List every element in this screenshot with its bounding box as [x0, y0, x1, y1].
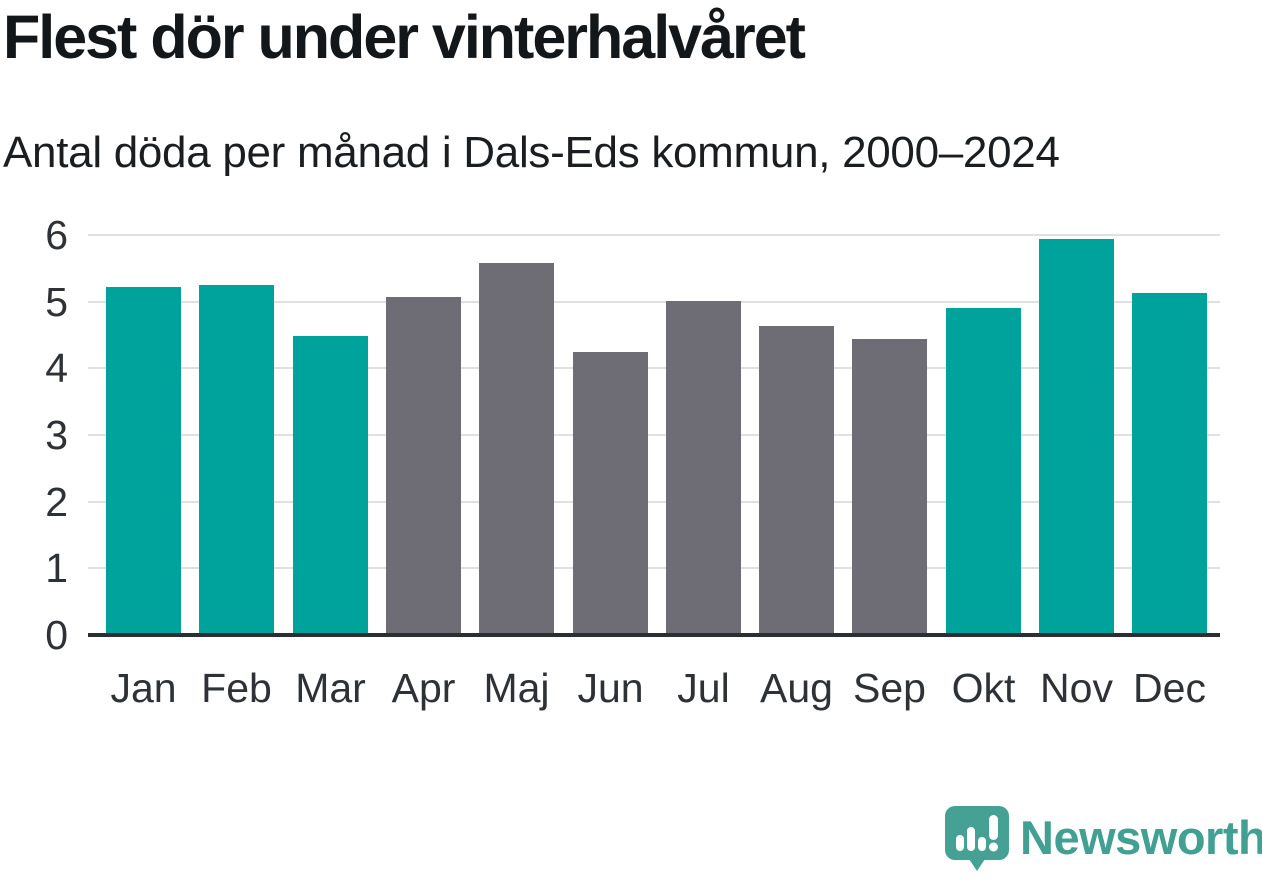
gridline-5 [88, 301, 1220, 303]
bar-sep [852, 339, 927, 635]
x-tick-label-jun: Jun [577, 665, 644, 711]
bar-jan [106, 287, 181, 635]
gridline-2 [88, 501, 1220, 503]
bar-okt [946, 308, 1021, 635]
x-tick-label-dec: Dec [1133, 665, 1206, 711]
x-tick-label-feb: Feb [201, 665, 272, 711]
y-tick-label-1: 1 [45, 545, 68, 591]
gridline-6 [88, 234, 1220, 236]
x-tick-label-jan: Jan [110, 665, 177, 711]
bar-dec [1132, 293, 1207, 635]
x-tick-label-sep: Sep [853, 665, 926, 711]
bar-aug [759, 326, 834, 635]
newsworthy-logo-icon [945, 805, 1009, 871]
bar-maj [479, 263, 554, 635]
x-tick-label-mar: Mar [295, 665, 366, 711]
x-tick-label-apr: Apr [391, 665, 456, 711]
newsworthy-logo-link[interactable]: Newsworthy [944, 804, 1262, 872]
newsworthy-brand-text: Newsworthy [1020, 811, 1262, 864]
y-tick-label-0: 0 [45, 612, 68, 658]
x-tick-label-okt: Okt [951, 665, 1016, 711]
x-tick-label-aug: Aug [760, 665, 833, 711]
bar-feb [199, 285, 274, 635]
x-tick-label-jul: Jul [677, 665, 730, 711]
x-tick-label-maj: Maj [483, 665, 550, 711]
bar-apr [386, 297, 461, 635]
x-axis-line [88, 633, 1220, 637]
y-tick-label-4: 4 [45, 345, 68, 391]
chart-title: Flest dör under vinterhalvåret [3, 3, 806, 71]
chart-subtitle: Antal döda per månad i Dals-Eds kommun, … [3, 128, 1060, 177]
bar-nov [1039, 239, 1114, 635]
x-tick-label-nov: Nov [1040, 665, 1113, 711]
bar-jul [666, 301, 741, 635]
gridline-1 [88, 567, 1220, 569]
y-tick-label-3: 3 [45, 412, 68, 458]
y-tick-label-6: 6 [45, 212, 68, 258]
y-tick-label-5: 5 [45, 279, 68, 325]
bar-jun [573, 352, 648, 635]
y-tick-label-2: 2 [45, 479, 68, 525]
bar-mar [293, 336, 368, 635]
gridline-4 [88, 367, 1220, 369]
gridline-3 [88, 434, 1220, 436]
